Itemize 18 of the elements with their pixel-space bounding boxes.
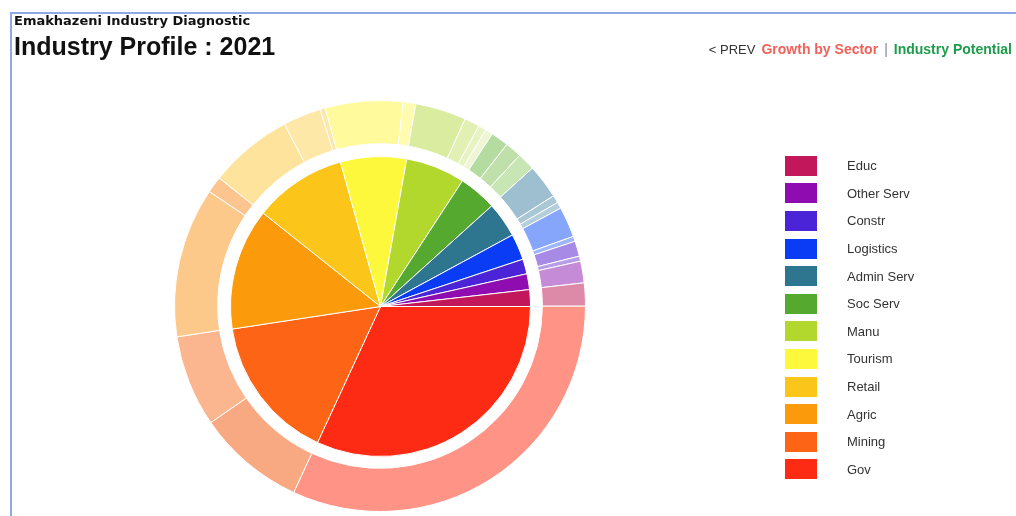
legend-label: Agric: [847, 406, 877, 422]
legend-label: Soc Serv: [847, 296, 900, 312]
legend-label: Gov: [847, 461, 871, 477]
legend-label: Logistics: [847, 241, 898, 257]
legend-label: Retail: [847, 379, 881, 395]
text: < PREV: [708, 42, 756, 57]
legend-label: Mining: [847, 434, 886, 450]
legend-label: Manu: [847, 323, 880, 339]
text: Growth by Sector: [761, 41, 879, 57]
legend-label: Educ: [847, 158, 877, 174]
text: |: [884, 41, 888, 57]
legend-label: Tourism: [847, 351, 893, 367]
chart-subtitle: Emakhazeni Industry Diagnostic: [14, 13, 251, 28]
legend-label: Other Serv: [847, 185, 910, 201]
legend-label: Admin Serv: [847, 268, 915, 284]
chart-title: Industry Profile : 2021: [14, 32, 276, 61]
text: Industry Potential: [893, 41, 1012, 57]
legend-label: Constr: [847, 213, 886, 229]
